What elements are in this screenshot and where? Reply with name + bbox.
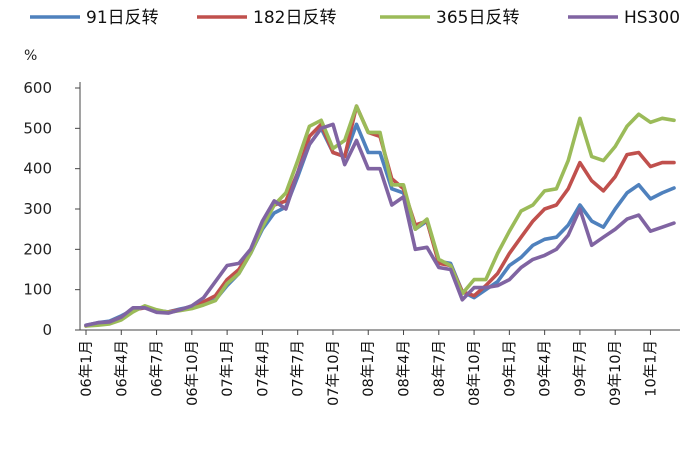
y-tick-label: 300 (23, 200, 52, 218)
x-tick-label: 06年10月 (184, 340, 201, 406)
x-tick-label: 08年1月 (360, 340, 377, 397)
legend: 91日反转 182日反转 365日反转 HS300 (30, 8, 680, 28)
y-tick-label: 200 (23, 240, 52, 258)
x-tick-label: 09年10月 (607, 340, 624, 406)
series-lines (84, 104, 676, 328)
legend-label-3: HS300 (624, 8, 680, 28)
x-tick-label: 08年10月 (466, 340, 483, 406)
x-tick-labels: 06年1月 06年4月 06年7月 06年10月 07年1月 07年4月 07年7月 07年1… (78, 340, 659, 406)
series-line-3 (84, 122, 676, 328)
x-tick-label: 09年1月 (501, 340, 518, 397)
x-tick-label: 09年7月 (572, 340, 589, 397)
x-tick-label: 07年7月 (290, 340, 307, 397)
legend-label-2: 365日反转 (436, 8, 519, 28)
y-tick-label: 600 (23, 79, 52, 97)
x-tick-label: 09年4月 (537, 340, 554, 397)
x-tick-label: 06年4月 (113, 340, 130, 397)
x-tick-label: 10年1月 (642, 340, 659, 397)
legend-label-0: 91日反转 (86, 8, 159, 28)
legend-label-1: 182日反转 (253, 8, 336, 28)
y-tick-label: 100 (23, 281, 52, 299)
x-tick-label: 08年7月 (431, 340, 448, 397)
x-tick-label: 07年4月 (254, 340, 271, 397)
x-tick-label: 08年4月 (396, 340, 413, 397)
x-tick-label: 07年1月 (219, 340, 236, 397)
y-tick-label: 500 (23, 119, 52, 137)
y-tick-labels: 0 100 200 300 400 500 600 (23, 79, 52, 339)
axes (75, 82, 680, 335)
y-tick-label: 400 (23, 160, 52, 178)
x-tick-label: 06年7月 (149, 340, 166, 397)
x-tick-label: 06年1月 (78, 340, 95, 397)
y-axis-unit: % (24, 48, 37, 64)
y-tick-label: 0 (42, 321, 52, 339)
x-tick-label: 07年10月 (325, 340, 342, 406)
